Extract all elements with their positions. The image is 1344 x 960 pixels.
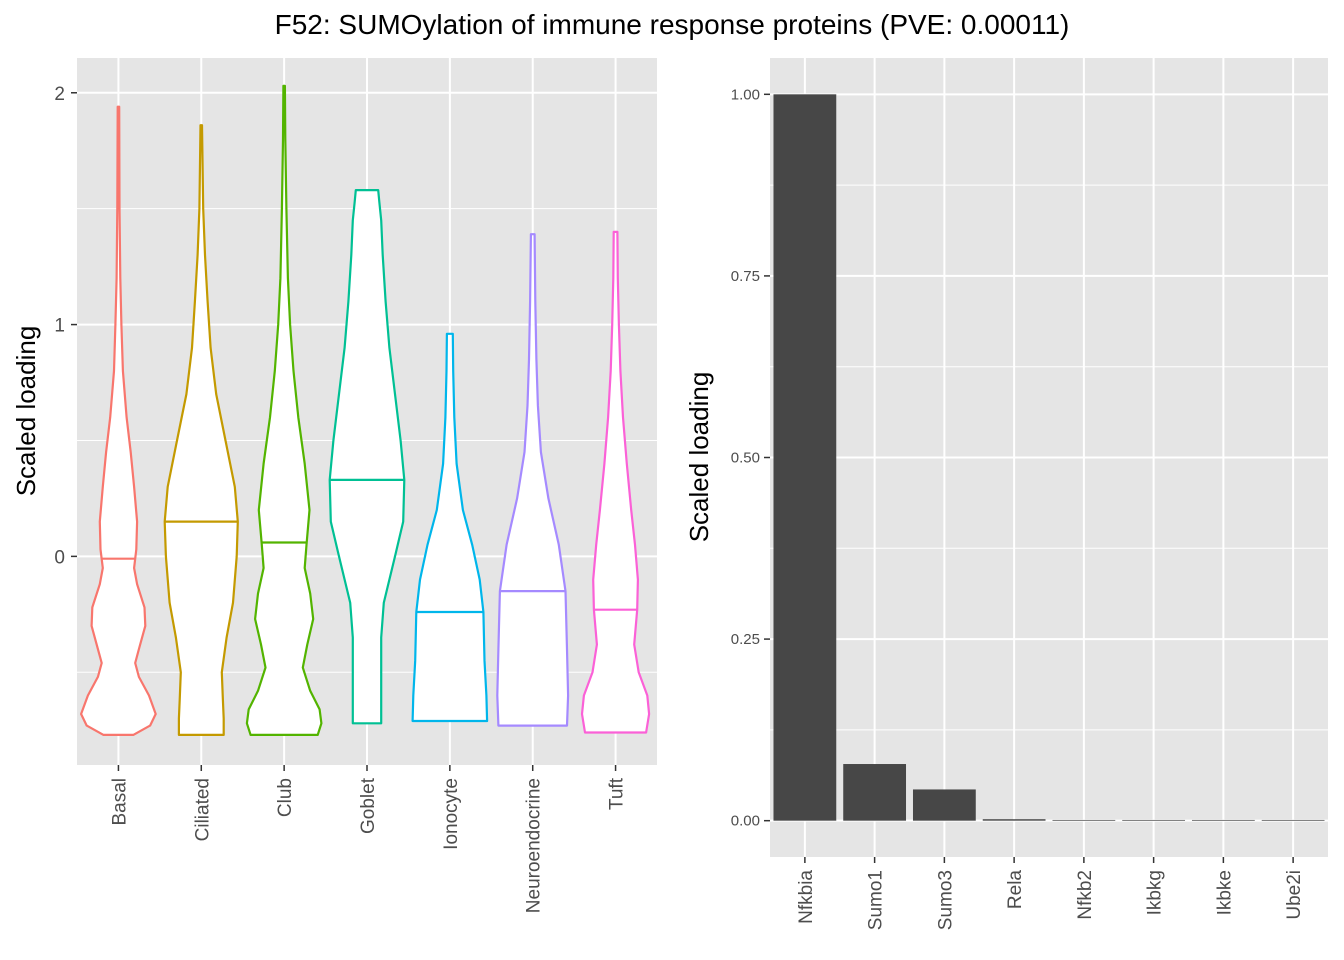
bar-x-tick-label: Ube2i: [1284, 870, 1305, 920]
violin-x-tick-label: Club: [275, 778, 296, 817]
bar-x-tick-label: Ikbke: [1214, 870, 1235, 915]
bar-sumo1: [843, 764, 907, 821]
violin-x-tick-label: Ionocyte: [441, 778, 462, 850]
bar-y-axis-title: Scaled loading: [684, 372, 714, 543]
bar-x-tick-label: Nfkb2: [1075, 870, 1096, 920]
bar-panel: 0.00 0.25 0.50 0.75 1.00 Nfkbia Sumo1 Sumo3 Rel…: [684, 58, 1328, 930]
violin-x-tick-label: Basal: [109, 778, 130, 826]
violin-x-tick-label: Tuft: [607, 777, 628, 810]
violin-panel: 0 1 2 Basal Ciliated Club Goblet Ionocyte Neuro…: [11, 58, 657, 913]
violin-goblet: [328, 189, 406, 725]
violin-basal: [80, 105, 157, 736]
violin-y-tick-label: 0: [54, 547, 65, 568]
bar-x-tick-label: Sumo1: [866, 870, 887, 930]
violin-y-tick-label: 2: [54, 84, 65, 105]
bar-x-ticks: Nfkbia Sumo1 Sumo3 Rela Nfkb2 Ikbkg Ikbke Ube2i: [796, 857, 1305, 930]
bar-sumo3: [912, 789, 976, 821]
bar-ikbke: [1191, 819, 1255, 821]
violin-x-tick-label: Ciliated: [192, 778, 213, 841]
violin-tuft: [580, 230, 651, 734]
bar-x-tick-label: Sumo3: [935, 870, 956, 930]
violin-ionocyte: [411, 332, 489, 723]
violin-club: [245, 84, 323, 736]
bar-y-tick-label: 1.00: [731, 86, 760, 103]
bar-y-tick-label: 0.75: [731, 268, 760, 285]
bar-nfkbia: [773, 94, 837, 821]
bar-x-tick-label: Ikbkg: [1145, 870, 1166, 915]
violin-shapes: [80, 84, 651, 736]
violin-neuroendocrine: [496, 233, 570, 727]
bar-y-ticks: 0.00 0.25 0.50 0.75 1.00: [731, 86, 770, 830]
violin-y-ticks: 0 1 2: [54, 84, 77, 568]
chart-title: F52: SUMOylation of immune response prot…: [275, 9, 1070, 40]
bar-y-tick-label: 0.50: [731, 450, 760, 467]
bars: [773, 94, 1325, 821]
violin-y-axis-title: Scaled loading: [11, 326, 41, 497]
bar-x-tick-label: Rela: [1005, 870, 1026, 910]
bar-x-tick-label: Nfkbia: [796, 870, 817, 924]
bar-y-tick-label: 0.25: [731, 631, 760, 648]
bar-y-tick-label: 0.00: [731, 813, 760, 830]
bar-rela: [982, 819, 1046, 821]
violin-x-tick-label: Goblet: [358, 777, 379, 834]
violin-x-tick-label: Neuroendocrine: [524, 778, 545, 913]
bar-ube2i: [1261, 819, 1325, 821]
violin-y-tick-label: 1: [54, 316, 65, 337]
violin-ciliated: [163, 124, 239, 736]
bar-ikbkg: [1122, 819, 1186, 821]
bar-nfkb2: [1052, 819, 1116, 821]
violin-x-ticks: Basal Ciliated Club Goblet Ionocyte Neuroendo…: [109, 765, 628, 913]
